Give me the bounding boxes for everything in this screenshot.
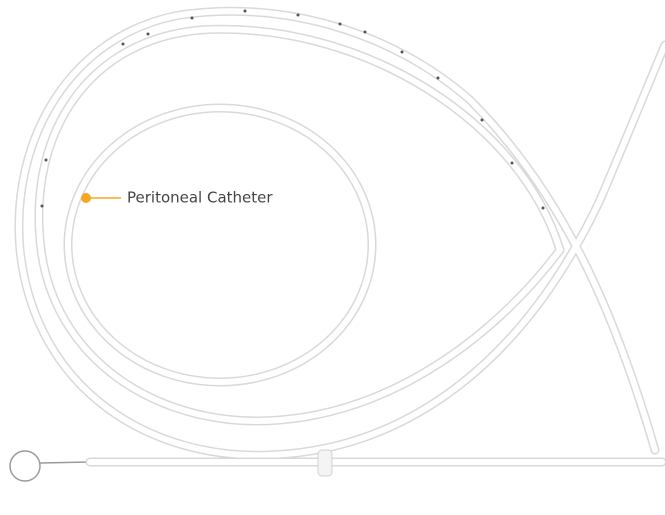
annotation: Peritoneal Catheter xyxy=(81,189,273,207)
cuff xyxy=(318,450,332,476)
page: Peritoneal Catheter (() => { const data … xyxy=(0,0,665,515)
straight-catheter xyxy=(10,450,662,481)
annotation-label: Peritoneal Catheter xyxy=(127,189,273,207)
wire-loop xyxy=(10,451,40,481)
inner-loop-core xyxy=(68,108,372,382)
product-image: Peritoneal Catheter xyxy=(0,0,665,515)
outer-loop-core xyxy=(19,11,665,455)
wire xyxy=(40,462,90,463)
catheter-coils xyxy=(19,10,665,456)
